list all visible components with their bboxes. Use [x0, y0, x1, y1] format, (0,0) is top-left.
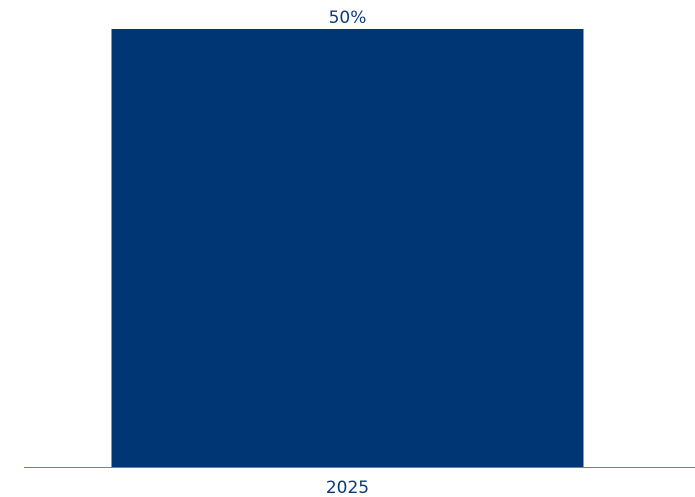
x-tick-label-2025: 2025 — [326, 478, 369, 497]
bar-2025 — [111, 29, 584, 467]
data-label-2025: 50% — [329, 8, 367, 28]
bars-group — [111, 29, 584, 467]
data-labels-group: 50% — [329, 8, 367, 28]
x-tick-labels-group: 2025 — [326, 478, 369, 497]
